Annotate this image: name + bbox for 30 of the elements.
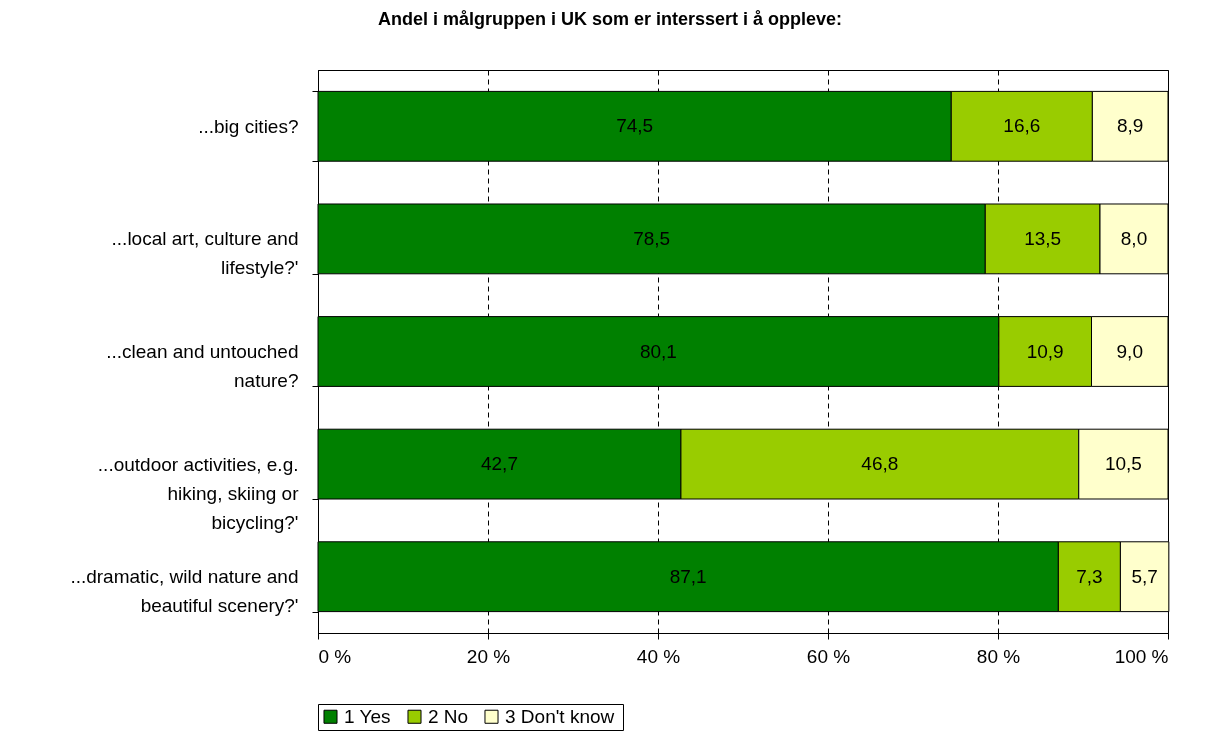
x-tick-label: 80 % <box>976 645 1021 667</box>
data-label: 74,5 <box>616 115 654 137</box>
legend-label: 2 No <box>428 705 469 727</box>
data-label: 7,3 <box>1076 565 1103 587</box>
y-tick-label: ...big cities? <box>198 115 299 137</box>
data-label: 10,5 <box>1104 453 1142 475</box>
data-label: 8,9 <box>1116 115 1144 137</box>
data-label: 87,1 <box>669 565 707 587</box>
y-tick-label: ...local art, culture and lifestyle?' <box>111 228 299 279</box>
legend-label: 3 Don't know <box>505 705 615 727</box>
x-tick-label: 60 % <box>806 645 851 667</box>
data-label: 78,5 <box>633 227 671 249</box>
data-label: 9,0 <box>1116 340 1143 362</box>
data-label: 46,8 <box>861 453 899 475</box>
data-label: 13,5 <box>1024 227 1062 249</box>
data-label: 42,7 <box>480 453 518 475</box>
data-label: 10,9 <box>1026 340 1064 362</box>
legend-label: 1 Yes <box>344 705 391 727</box>
data-label: 5,7 <box>1131 565 1158 587</box>
x-tick-label: 0 % <box>318 645 352 667</box>
y-tick-label: ...dramatic, wild nature and beautiful scenery?' <box>70 566 299 617</box>
y-tick-label: ...outdoor activities, e.g. hiking, skiing or bicycling?' <box>97 453 300 533</box>
y-tick-label: ...clean and untouched nature? <box>106 341 299 391</box>
data-label: 8,0 <box>1120 227 1148 249</box>
x-tick-label: 40 % <box>636 645 681 667</box>
chart-title: Andel i målgruppen i UK som er interssert i å oppleve: <box>377 9 843 29</box>
x-tick-label: 20 % <box>466 645 511 667</box>
data-label: 16,6 <box>1003 115 1041 137</box>
x-tick-label: 100 % <box>1114 645 1169 667</box>
data-label: 80,1 <box>639 340 677 362</box>
